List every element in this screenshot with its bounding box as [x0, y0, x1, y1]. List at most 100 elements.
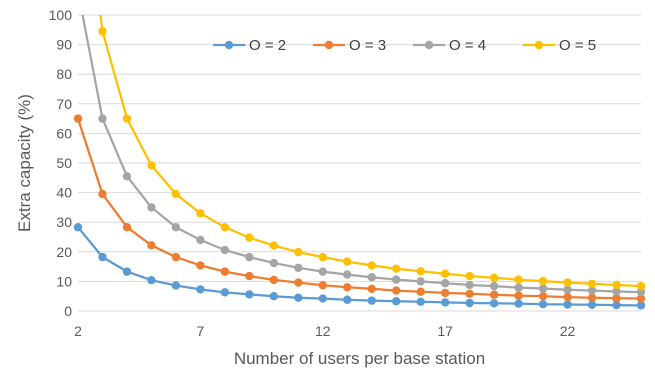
data-point	[220, 288, 230, 297]
data-point	[514, 291, 523, 300]
data-point	[636, 294, 646, 303]
data-point	[147, 161, 156, 170]
data-point	[294, 278, 303, 287]
data-point	[171, 223, 181, 232]
data-point	[587, 286, 597, 295]
data-point	[612, 294, 621, 303]
data-point	[489, 281, 499, 291]
legend-marker	[424, 40, 434, 50]
data-point	[416, 287, 425, 296]
data-point	[98, 114, 107, 123]
data-point	[367, 261, 376, 270]
data-point	[318, 281, 327, 290]
y-tick-label: 10	[56, 273, 72, 289]
data-point	[220, 245, 230, 255]
data-point	[196, 261, 205, 270]
data-point	[563, 278, 572, 287]
data-point	[563, 285, 572, 294]
data-point	[122, 267, 132, 276]
x-axis-ticks: 2 7 12 17 22	[74, 323, 575, 339]
data-point	[367, 273, 376, 282]
y-tick-label: 30	[56, 214, 72, 230]
x-tick-label: 17	[437, 323, 453, 339]
data-point	[636, 281, 646, 291]
data-point	[171, 189, 181, 199]
y-axis-title: Extra capacity (%)	[15, 94, 34, 232]
data-point	[612, 280, 621, 290]
data-point	[294, 293, 303, 302]
y-tick-label: 0	[64, 303, 72, 319]
legend-label: O = 2	[249, 37, 286, 54]
data-point	[538, 299, 548, 309]
data-point	[147, 203, 156, 212]
x-axis-title: Number of users per base station	[234, 349, 485, 368]
legend-marker	[534, 40, 544, 50]
data-point	[73, 223, 83, 232]
data-point	[612, 300, 621, 310]
series-1	[73, 223, 646, 310]
data-point	[196, 209, 205, 218]
legend-item: O = 5	[523, 37, 596, 54]
data-point	[587, 279, 597, 288]
legend-label: O = 4	[449, 37, 486, 54]
data-point	[392, 275, 401, 284]
legend-item: O = 2	[213, 37, 286, 54]
data-point	[122, 172, 132, 181]
data-point	[294, 263, 303, 272]
data-point	[294, 247, 303, 257]
data-point	[440, 288, 450, 298]
data-point	[538, 276, 548, 286]
data-point	[245, 252, 254, 262]
gridlines	[78, 14, 641, 282]
data-point	[440, 269, 450, 278]
data-point	[612, 287, 621, 296]
legend-marker	[324, 40, 334, 50]
data-point	[587, 293, 597, 302]
data-point	[122, 223, 132, 232]
data-point	[587, 300, 597, 309]
series-2	[73, 114, 646, 303]
data-point	[563, 292, 572, 302]
data-point	[245, 233, 254, 242]
legend-label: O = 3	[349, 37, 386, 54]
data-point	[269, 258, 279, 268]
x-tick-label: 12	[315, 323, 331, 339]
data-point	[147, 241, 156, 250]
data-point	[514, 275, 523, 284]
data-point	[538, 284, 548, 293]
data-point	[563, 300, 572, 309]
data-point	[245, 271, 254, 281]
y-tick-label: 40	[56, 185, 72, 201]
data-point	[538, 292, 548, 301]
data-point	[73, 114, 83, 123]
data-point	[489, 273, 499, 283]
data-point	[98, 27, 107, 36]
y-tick-label: 100	[49, 7, 73, 23]
series-3	[81, 15, 646, 297]
data-point	[220, 223, 230, 232]
data-point	[98, 252, 107, 262]
data-point	[416, 297, 425, 307]
data-point	[392, 286, 401, 295]
data-point	[98, 189, 107, 199]
series-group	[73, 15, 646, 310]
y-tick-label: 50	[56, 155, 72, 171]
y-tick-label: 80	[56, 66, 72, 82]
data-point	[440, 278, 450, 288]
x-tick-label: 22	[560, 323, 576, 339]
data-point	[343, 270, 352, 279]
data-point	[269, 292, 279, 301]
data-point	[465, 280, 474, 290]
legend-item: O = 3	[313, 37, 386, 54]
data-point	[489, 290, 499, 299]
legend-marker	[224, 40, 234, 50]
data-point	[269, 241, 279, 250]
data-point	[343, 295, 352, 304]
y-tick-label: 20	[56, 244, 72, 260]
data-point	[220, 267, 230, 276]
y-tick-label: 70	[56, 96, 72, 112]
data-point	[367, 296, 376, 305]
data-point	[245, 290, 254, 299]
data-point	[416, 267, 425, 276]
